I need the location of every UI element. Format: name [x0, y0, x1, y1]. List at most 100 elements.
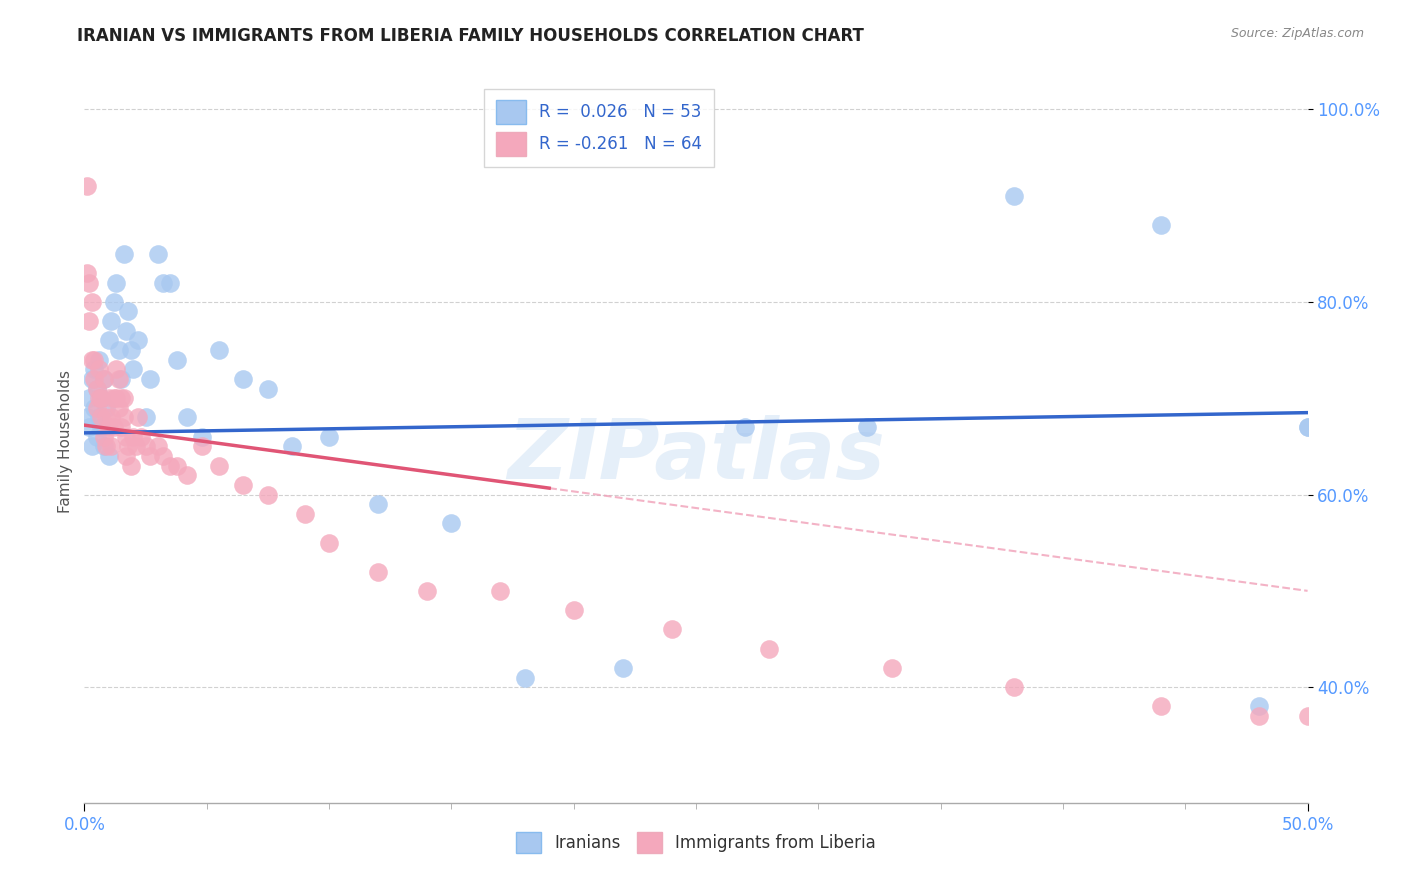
Point — [90, 391, 112, 405]
Text: IRANIAN VS IMMIGRANTS FROM LIBERIA FAMILY HOUSEHOLDS CORRELATION CHART: IRANIAN VS IMMIGRANTS FROM LIBERIA FAMIL… — [77, 27, 865, 45]
Text: ZIPatlas: ZIPatlas — [508, 416, 884, 497]
Point — [110, 372, 132, 386]
Point — [115, 449, 138, 463]
Point — [1002, 189, 1025, 203]
Point — [146, 246, 169, 260]
Point — [146, 439, 169, 453]
Point — [83, 362, 105, 376]
Point — [76, 410, 98, 425]
Point — [166, 458, 188, 473]
Point — [1296, 420, 1319, 434]
Point — [100, 314, 122, 328]
Point — [87, 391, 110, 405]
Point — [77, 276, 100, 290]
Point — [97, 449, 120, 463]
Point — [257, 382, 280, 396]
Point — [86, 382, 108, 396]
Text: Source: ZipAtlas.com: Source: ZipAtlas.com — [1230, 27, 1364, 40]
Point — [93, 430, 115, 444]
Point — [489, 583, 512, 598]
Point — [232, 478, 254, 492]
Point — [513, 671, 536, 685]
Point — [191, 430, 214, 444]
Point — [96, 401, 118, 415]
Point — [176, 468, 198, 483]
Point — [257, 487, 280, 501]
Point — [103, 391, 125, 405]
Point — [612, 661, 634, 675]
Point — [232, 372, 254, 386]
Point — [135, 410, 157, 425]
Point — [80, 352, 103, 367]
Point — [122, 362, 145, 376]
Point — [115, 430, 138, 444]
Point — [105, 276, 128, 290]
Legend: Iranians, Immigrants from Liberia: Iranians, Immigrants from Liberia — [509, 826, 883, 860]
Point — [80, 294, 103, 309]
Point — [77, 420, 100, 434]
Point — [97, 391, 120, 405]
Point — [87, 410, 110, 425]
Point — [416, 583, 439, 598]
Point — [107, 343, 129, 357]
Point — [661, 623, 683, 637]
Point — [176, 410, 198, 425]
Point — [93, 372, 115, 386]
Point — [1150, 218, 1173, 232]
Point — [191, 439, 214, 453]
Point — [112, 391, 135, 405]
Point — [208, 343, 231, 357]
Point — [80, 439, 103, 453]
Point — [856, 420, 879, 434]
Point — [125, 439, 148, 453]
Point — [97, 334, 120, 348]
Point — [80, 372, 103, 386]
Point — [112, 410, 135, 425]
Point — [734, 420, 756, 434]
Point — [90, 391, 112, 405]
Point — [100, 410, 122, 425]
Point — [90, 420, 112, 434]
Point — [110, 391, 132, 405]
Point — [86, 401, 108, 415]
Point — [86, 430, 108, 444]
Point — [440, 516, 463, 531]
Point — [367, 565, 389, 579]
Point — [135, 439, 157, 453]
Point — [129, 430, 152, 444]
Point — [117, 439, 139, 453]
Point — [880, 661, 903, 675]
Point — [90, 410, 112, 425]
Point — [1296, 420, 1319, 434]
Point — [83, 401, 105, 415]
Point — [100, 439, 122, 453]
Point — [294, 507, 316, 521]
Point — [77, 391, 100, 405]
Point — [87, 362, 110, 376]
Point — [758, 641, 780, 656]
Point — [139, 372, 162, 386]
Point — [122, 430, 145, 444]
Point — [83, 372, 105, 386]
Point — [103, 420, 125, 434]
Point — [76, 266, 98, 280]
Point — [77, 314, 100, 328]
Point — [1247, 709, 1270, 723]
Point — [166, 352, 188, 367]
Point — [117, 304, 139, 318]
Point — [107, 372, 129, 386]
Point — [103, 294, 125, 309]
Y-axis label: Family Households: Family Households — [58, 370, 73, 513]
Point — [152, 449, 174, 463]
Point — [112, 246, 135, 260]
Point — [107, 401, 129, 415]
Point — [281, 439, 304, 453]
Point — [152, 276, 174, 290]
Point — [96, 410, 118, 425]
Point — [127, 410, 149, 425]
Point — [318, 535, 340, 549]
Point — [96, 439, 118, 453]
Point — [87, 352, 110, 367]
Point — [120, 458, 142, 473]
Point — [1247, 699, 1270, 714]
